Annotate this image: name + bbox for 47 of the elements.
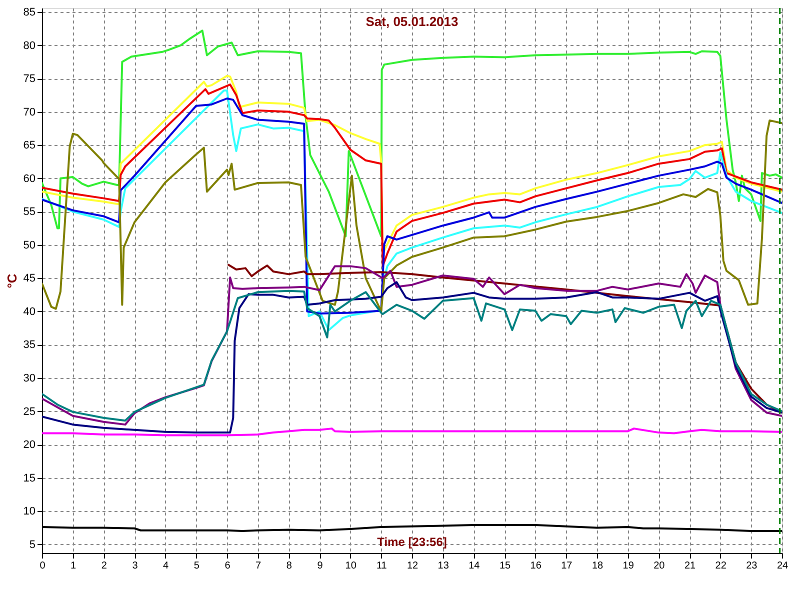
y-tick-label: 10 [23, 506, 36, 518]
x-tick-label: 18 [592, 560, 604, 572]
y-tick-label: 20 [23, 439, 36, 452]
x-tick-label: 5 [194, 560, 200, 572]
x-tick-label: 7 [256, 560, 262, 572]
x-tick-label: 15 [499, 560, 511, 572]
x-tick-label: 11 [376, 560, 388, 572]
x-tick-label: 17 [561, 560, 573, 572]
x-tick-label: 14 [468, 560, 480, 572]
y-tick-label: 65 [23, 140, 36, 152]
x-tick-label: 9 [317, 560, 324, 572]
x-tick-label: 20 [654, 560, 666, 572]
x-tick-label: 6 [224, 560, 231, 572]
y-tick-label: 35 [23, 339, 36, 352]
y-tick-label: 15 [23, 472, 36, 484]
y-axis-title: °C [4, 273, 20, 288]
x-tick-label: 3 [132, 560, 138, 572]
x-tick-label: 16 [530, 560, 542, 572]
line-series [42, 428, 782, 436]
x-tick-label: 1 [70, 560, 77, 572]
x-tick-label: 24 [776, 560, 788, 572]
y-tick-label: 70 [23, 106, 36, 118]
x-tick-label: 0 [40, 560, 46, 572]
x-tick-label: 23 [746, 560, 758, 572]
y-tick-label: 25 [23, 406, 36, 418]
chart-title: Sat, 05.01.2013 [366, 14, 458, 29]
y-tick-label: 75 [23, 73, 36, 86]
y-tick-label: 60 [23, 172, 36, 185]
y-tick-label: 30 [23, 372, 36, 384]
y-tick-label: 80 [23, 40, 36, 52]
y-tick-label: 55 [23, 206, 36, 218]
x-tick-label: 21 [684, 560, 696, 572]
y-tick-label: 5 [29, 538, 36, 551]
line-series [42, 30, 782, 238]
x-tick-label: 2 [101, 560, 108, 572]
x-tick-label: 12 [406, 560, 418, 572]
x-tick-label: 13 [438, 560, 450, 572]
annotation: Time [23:56] [377, 535, 447, 549]
x-tick-label: 4 [163, 560, 170, 572]
x-tick-label: 19 [622, 560, 634, 572]
x-tick-label: 8 [286, 560, 292, 572]
y-tick-label: 40 [23, 306, 36, 318]
x-tick-label: 10 [345, 560, 357, 572]
y-tick-label: 45 [23, 272, 36, 285]
x-tick-label: 22 [715, 560, 727, 572]
y-tick-label: 50 [23, 239, 36, 252]
y-tick-label: 85 [23, 6, 36, 18]
